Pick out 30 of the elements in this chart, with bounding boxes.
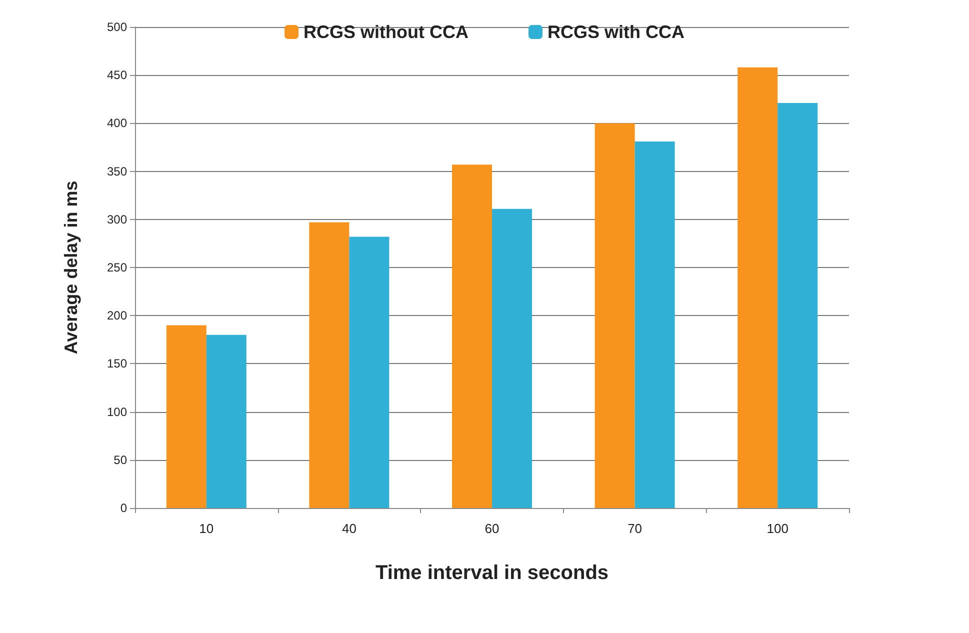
legend-label: RCGS with CCA — [547, 22, 684, 42]
y-tick-label: 350 — [106, 164, 128, 178]
x-tick-label: 40 — [342, 521, 356, 536]
bar — [634, 141, 675, 508]
y-tick-label: 0 — [120, 501, 128, 515]
y-tick-label: 450 — [106, 68, 128, 82]
x-axis-title: Time interval in seconds — [375, 562, 609, 584]
bar — [492, 208, 532, 508]
y-tick-label: 150 — [106, 356, 128, 371]
bar — [778, 103, 818, 508]
bar — [206, 334, 246, 508]
y-tick-label: 250 — [106, 260, 128, 274]
bar — [594, 123, 635, 508]
y-tick-label: 300 — [106, 212, 128, 226]
y-tick-label: 500 — [106, 20, 128, 34]
y-tick-label: 200 — [106, 308, 128, 323]
y-tick-label: 400 — [106, 116, 128, 130]
x-tick-label: 70 — [628, 521, 642, 536]
y-tick-label: 50 — [114, 452, 128, 467]
x-tick-label: 10 — [199, 521, 214, 536]
bar — [452, 164, 492, 508]
x-tick-label: 100 — [766, 521, 788, 536]
y-tick-label: 100 — [106, 404, 128, 419]
bar — [166, 325, 206, 508]
legend-label: RCGS without CCA — [304, 22, 468, 42]
bar — [349, 236, 390, 508]
y-axis-title: Average delay in ms — [61, 180, 81, 354]
x-tick-label: 60 — [484, 521, 500, 536]
bar — [309, 222, 350, 508]
bar — [738, 67, 778, 508]
